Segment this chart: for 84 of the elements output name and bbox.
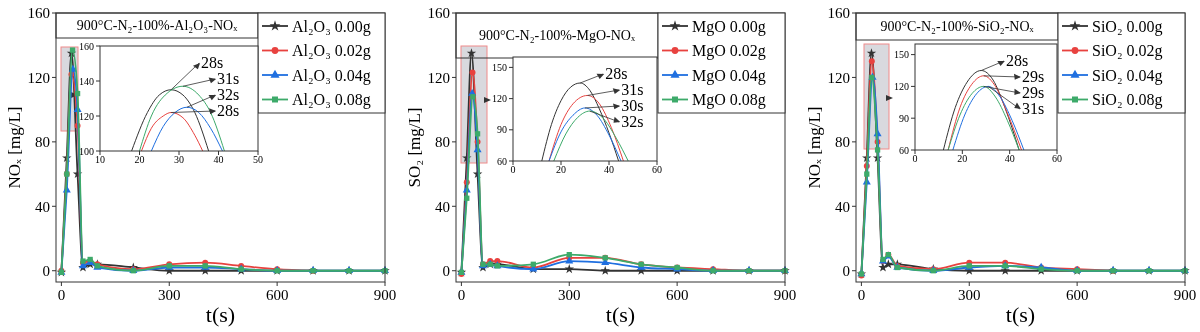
legend-label: MgO 0.08g xyxy=(692,91,766,110)
x-tick-label: 40 xyxy=(213,154,224,165)
x-tick-label: 900 xyxy=(773,287,797,303)
y-tick-label: 120 xyxy=(492,93,507,105)
x-tick-label: 20 xyxy=(134,154,145,165)
y-axis-title: SO₂ [mg/L] xyxy=(405,107,424,188)
legend-label: MgO 0.02g xyxy=(692,42,766,61)
y-tick-label: 80 xyxy=(835,134,850,151)
legend-label: SiO₂ 0.08g xyxy=(1092,91,1163,110)
chart-title: 900°C-N₂-100%-SiO₂-NOₓ xyxy=(880,19,1035,35)
y-tick-label: 120 xyxy=(894,80,909,92)
y-tick-label: 140 xyxy=(79,75,94,87)
x-tick-label: 60 xyxy=(652,164,662,175)
x-tick-label: 600 xyxy=(265,287,289,303)
x-axis-title: t(s) xyxy=(605,302,636,327)
y-tick-label: 0 xyxy=(842,262,850,279)
x-tick-label: 300 xyxy=(558,287,581,303)
y-tick-label: 60 xyxy=(899,144,909,156)
x-tick-label: 600 xyxy=(1065,287,1089,303)
x-tick-label: 0 xyxy=(857,287,866,303)
y-tick-label: 90 xyxy=(497,124,507,136)
y-tick-label: 100 xyxy=(79,145,94,157)
x-tick-label: 300 xyxy=(958,287,981,303)
legend-label: MgO 0.00g xyxy=(692,17,766,36)
annotation: 30s xyxy=(621,97,644,114)
y-tick-label: 160 xyxy=(79,40,94,52)
annotation: 31s xyxy=(217,70,240,87)
y-axis-title: NOₓ [mg/L] xyxy=(805,106,824,189)
legend-label: SiO₂ 0.02g xyxy=(1092,42,1163,61)
x-tick-label: 900 xyxy=(373,287,397,303)
text: 900°C-N₂-100%-MgO-NOₓ xyxy=(478,28,636,44)
y-tick-label: 40 xyxy=(835,198,850,215)
y-tick-label: 150 xyxy=(894,49,909,61)
x-tick-label: 300 xyxy=(158,287,181,303)
annotation: 32s xyxy=(217,86,240,103)
annotation: 31s xyxy=(621,81,644,98)
y-tick-label: 120 xyxy=(27,69,50,86)
y-tick-label: 160 xyxy=(27,5,50,22)
annotation: 28s xyxy=(605,65,628,82)
x-tick-label: 40 xyxy=(1004,153,1015,164)
annotation: 28s xyxy=(1005,52,1029,69)
legend-label: Al₂O₃ 0.04g xyxy=(292,66,371,85)
legend-label: Al₂O₃ 0.00g xyxy=(292,17,371,36)
y-axis-title: NOₓ [mg/L] xyxy=(5,106,24,189)
x-axis-title: t(s) xyxy=(205,302,236,327)
legend-label: Al₂O₃ 0.08g xyxy=(292,91,371,110)
legend-label: SiO₂ 0.00g xyxy=(1092,17,1163,36)
y-tick-label: 160 xyxy=(827,5,850,22)
y-tick-label: 40 xyxy=(435,198,450,215)
x-tick-label: 0 xyxy=(57,287,66,303)
x-tick-label: 60 xyxy=(1052,153,1062,164)
y-tick-label: 0 xyxy=(42,262,50,279)
legend-label: MgO 0.04g xyxy=(692,66,766,85)
legend-label: SiO₂ 0.04g xyxy=(1092,66,1163,85)
x-axis-title: t(s) xyxy=(1005,302,1036,327)
x-tick-label: 40 xyxy=(604,164,614,175)
y-tick-label: 0 xyxy=(442,262,450,279)
annotation: 28s xyxy=(201,54,224,71)
x-tick-label: 30 xyxy=(174,154,184,165)
x-tick-label: 0 xyxy=(912,153,918,164)
y-tick-label: 120 xyxy=(79,110,94,122)
y-tick-label: 80 xyxy=(435,134,450,151)
legend-label: Al₂O₃ 0.02g xyxy=(292,42,371,61)
y-tick-label: 90 xyxy=(899,112,909,124)
y-tick-label: 160 xyxy=(427,5,450,22)
y-tick-label: 120 xyxy=(427,69,450,86)
annotation: 32s xyxy=(621,113,644,130)
x-tick-label: 900 xyxy=(1173,287,1197,303)
y-tick-label: 80 xyxy=(35,134,50,151)
x-tick-label: 10 xyxy=(95,154,105,165)
chart-title: 900°C-N₂-100%-Al₂O₃-NOₓ xyxy=(76,18,239,34)
annotation: 29s xyxy=(1021,68,1045,85)
x-tick-label: 20 xyxy=(556,164,566,175)
x-tick-label: 0 xyxy=(510,164,516,175)
annotation: 28s xyxy=(217,102,240,119)
x-tick-label: 600 xyxy=(665,287,689,303)
y-tick-label: 40 xyxy=(35,198,50,215)
x-tick-label: 20 xyxy=(957,153,968,164)
x-tick-label: 0 xyxy=(457,287,466,303)
x-tick-label: 50 xyxy=(253,154,263,165)
y-tick-label: 150 xyxy=(492,61,507,73)
annotation: 31s xyxy=(1021,100,1045,117)
y-tick-label: 120 xyxy=(827,69,850,86)
annotation: 29s xyxy=(1021,84,1045,101)
